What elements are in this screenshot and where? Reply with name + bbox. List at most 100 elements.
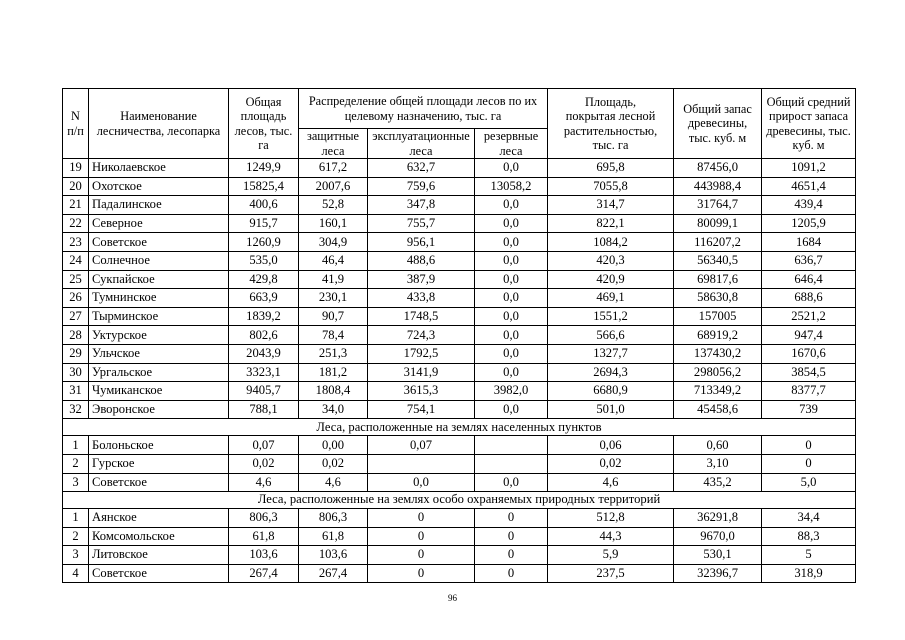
cell-value: 31	[62, 381, 89, 401]
cell-value: 0,0	[473, 306, 549, 327]
cell-value: 3,10	[673, 453, 763, 474]
forest-area-table: N п/п Наименование лесничества, лесопарк…	[61, 88, 857, 584]
cell-value: 0,0	[473, 362, 549, 383]
cell-value: 1084,2	[547, 232, 675, 252]
table-row: 2 Комсомольское 61,8 61,8 0 0 44,3 9670,0 88,3	[62, 526, 857, 547]
cell-value: 501,0	[547, 399, 675, 420]
document-page: N п/п Наименование лесничества, лесопарк…	[61, 88, 857, 584]
cell-value: 0	[761, 453, 857, 474]
cell-value: 0,0	[473, 269, 549, 290]
cell-value: 759,6	[367, 176, 475, 197]
cell-value	[473, 435, 549, 455]
cell-forest-name: Охотское	[88, 176, 229, 197]
cell-value: 420,3	[547, 250, 675, 271]
table-row: 26 Тумнинское 663,9 230,1 433,8 0,0 469,1 58630…	[62, 288, 857, 308]
cell-value: 3141,9	[367, 362, 475, 383]
cell-value: 103,6	[298, 545, 368, 565]
cell-value: 32	[62, 399, 89, 420]
section-title-row: Леса, расположенные на землях населенных…	[61, 418, 857, 437]
cell-value: 1792,5	[367, 343, 475, 364]
cell-value: 0,0	[473, 158, 549, 178]
cell-value: 2007,6	[298, 176, 368, 197]
table-row: 4 Советское 267,4 267,4 0 0 237,5 32396,7 318,9	[62, 563, 857, 584]
table-row: 1 Аянское 806,3 806,3 0 0 512,8 36291,8 34,4	[62, 508, 857, 528]
cell-value: 304,9	[298, 232, 368, 252]
cell-value: 420,9	[547, 269, 675, 290]
cell-value: 3	[62, 472, 89, 493]
cell-value: 5,9	[547, 545, 675, 565]
col-header-operational: эксплуатационные леса	[367, 128, 475, 159]
cell-value: 157005	[673, 306, 763, 327]
table-row: 1 Болоньское 0,07 0,00 0,07 0,06 0,60 0	[62, 435, 857, 455]
cell-value: 754,1	[367, 399, 475, 420]
cell-value: 469,1	[547, 288, 675, 308]
col-header-distribution-group: Распределение общей площади лесов по их …	[297, 88, 549, 129]
cell-value: 2043,9	[228, 343, 299, 364]
cell-value: 88,3	[761, 526, 857, 547]
cell-value: 636,7	[761, 250, 857, 271]
cell-value: 230,1	[298, 288, 368, 308]
col-header-growth: Общий средний прирост запаса древесины, …	[761, 88, 857, 159]
cell-value: 61,8	[298, 526, 368, 547]
cell-value: 443988,4	[673, 176, 763, 197]
table-row: 3 Советское 4,6 4,6 0,0 0,0 4,6 435,2 5,0	[62, 472, 857, 493]
cell-value: 347,8	[367, 195, 475, 215]
cell-value: 29	[62, 343, 89, 364]
cell-value: 0,02	[298, 453, 368, 474]
cell-value: 0	[473, 526, 549, 547]
cell-value: 0,00	[298, 435, 368, 455]
cell-value: 0,0	[473, 325, 549, 345]
cell-value: 822,1	[547, 213, 675, 234]
table-row: 28 Уктурское 802,6 78,4 724,3 0,0 566,6 68919,2…	[62, 325, 857, 345]
cell-value: 0,07	[367, 435, 475, 455]
cell-forest-name: Болоньское	[88, 435, 229, 455]
cell-value: 663,9	[228, 288, 299, 308]
section-title: Леса, расположенные на землях особо охра…	[61, 491, 857, 510]
cell-forest-name: Аянское	[88, 508, 229, 528]
section-title: Леса, расположенные на землях населенных…	[61, 418, 857, 437]
cell-value: 1327,7	[547, 343, 675, 364]
cell-value: 632,7	[367, 158, 475, 178]
cell-forest-name: Сукпайское	[88, 269, 229, 290]
cell-value: 61,8	[228, 526, 299, 547]
table-row: 22 Северное 915,7 160,1 755,7 0,0 822,1 80099,1…	[62, 213, 857, 234]
col-header-stock: Общий запас древесины, тыс. куб. м	[673, 88, 763, 159]
cell-value: 0	[367, 563, 475, 584]
cell-forest-name: Солнечное	[88, 250, 229, 271]
cell-value: 530,1	[673, 545, 763, 565]
cell-forest-name: Уктурское	[88, 325, 229, 345]
table-row: 25 Сукпайское 429,8 41,9 387,9 0,0 420,9 69817,…	[62, 269, 857, 290]
cell-value: 46,4	[298, 250, 368, 271]
table-row: 2 Гурское 0,02 0,02 0,02 3,10 0	[62, 453, 857, 474]
cell-value: 724,3	[367, 325, 475, 345]
cell-forest-name: Тумнинское	[88, 288, 229, 308]
cell-value: 0,0	[473, 232, 549, 252]
cell-value: 4,6	[547, 472, 675, 493]
table-row: 20 Охотское 15825,4 2007,6 759,6 13058,2 7055,…	[62, 176, 857, 197]
cell-value: 45458,6	[673, 399, 763, 420]
cell-value: 4,6	[228, 472, 299, 493]
cell-value: 23	[62, 232, 89, 252]
cell-value: 22	[62, 213, 89, 234]
cell-forest-name: Чумиканское	[88, 381, 229, 401]
cell-value: 400,6	[228, 195, 299, 215]
cell-forest-name: Литовское	[88, 545, 229, 565]
cell-value: 4,6	[298, 472, 368, 493]
cell-value: 0,0	[473, 213, 549, 234]
table-row: 23 Советское 1260,9 304,9 956,1 0,0 1084,2 1162…	[62, 232, 857, 252]
table-row: 19 Николаевское 1249,9 617,2 632,7 0,0 695,8 87…	[62, 158, 857, 178]
cell-value: 318,9	[761, 563, 857, 584]
cell-forest-name: Падалинское	[88, 195, 229, 215]
table-row: 3 Литовское 103,6 103,6 0 0 5,9 530,1 5	[62, 545, 857, 565]
table-row: 32 Эворонское 788,1 34,0 754,1 0,0 501,0 45458,…	[62, 399, 857, 420]
col-header-protective: защитные леса	[298, 128, 368, 159]
cell-value: 488,6	[367, 250, 475, 271]
cell-value: 387,9	[367, 269, 475, 290]
cell-forest-name: Тырминское	[88, 306, 229, 327]
cell-value: 433,8	[367, 288, 475, 308]
table-header: N п/п Наименование лесничества, лесопарк…	[62, 88, 857, 159]
cell-value: 4	[62, 563, 89, 584]
cell-value: 0,0	[473, 288, 549, 308]
cell-value	[367, 453, 475, 474]
cell-value: 535,0	[228, 250, 299, 271]
